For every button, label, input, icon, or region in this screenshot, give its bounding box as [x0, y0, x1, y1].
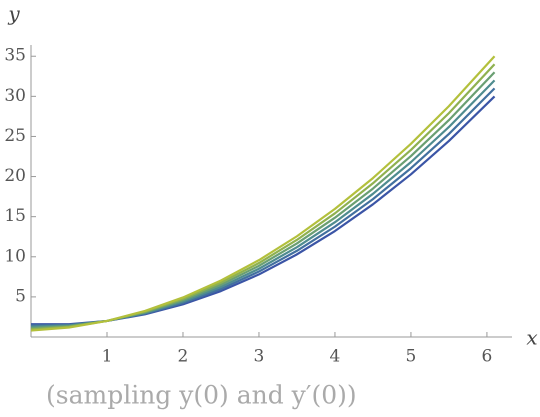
x-tick-label: 6 — [482, 347, 493, 367]
curve — [30, 55, 496, 332]
curve — [30, 63, 496, 331]
x-tick-label: 5 — [406, 347, 417, 367]
x-axis-label: x — [526, 326, 537, 350]
y-tick-label: 35 — [4, 46, 26, 66]
x-tick-label: 4 — [330, 347, 341, 367]
y-tick-label: 5 — [15, 286, 26, 306]
caption: (sampling y(0) and y′(0)) — [46, 381, 357, 410]
y-axis-label: y — [7, 2, 20, 26]
y-tick-label: 25 — [4, 126, 26, 146]
y-tick-label: 20 — [4, 166, 26, 186]
x-tick-label: 2 — [178, 347, 189, 367]
x-tick-label: 3 — [254, 347, 265, 367]
curve — [30, 87, 496, 327]
y-tick-label: 15 — [4, 206, 26, 226]
y-tick-label: 30 — [4, 86, 26, 106]
curve — [30, 71, 496, 330]
curve — [30, 79, 496, 328]
x-tick-label: 1 — [102, 347, 113, 367]
y-tick-label: 10 — [4, 246, 26, 266]
